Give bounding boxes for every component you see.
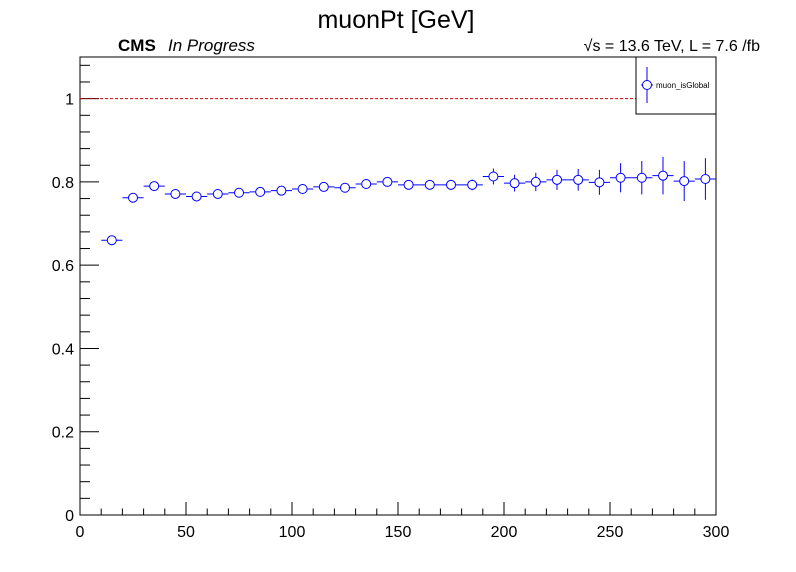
data-point [546,169,568,190]
x-tick-label: 300 [703,524,730,541]
data-point [461,179,483,191]
point-marker [700,173,711,184]
experiment-label: CMS [118,36,156,55]
data-point [122,192,144,203]
legend-label: muon_isGlobal [656,81,710,90]
data-point [631,161,653,195]
data-point [334,182,356,193]
data-point [376,176,398,187]
data-point [567,169,589,191]
point-marker [573,174,584,185]
legend: muon_isGlobal [635,56,717,115]
point-marker [552,174,562,185]
data-point [610,163,632,193]
point-marker [361,178,372,189]
point-marker [530,176,541,187]
data-point [292,183,314,194]
lumi-label: √s = 13.6 TeV, L = 7.6 /fb [584,38,760,55]
point-marker [318,181,329,192]
data-point [164,188,186,199]
point-marker [170,188,181,199]
point-marker [297,183,308,194]
y-tick-label: 0.6 [52,258,74,275]
point-marker [679,176,690,187]
point-marker [255,186,266,197]
point-marker [594,177,605,188]
point-marker [658,170,668,181]
data-point [270,185,292,196]
point-marker [382,176,393,187]
data-point [398,179,420,190]
point-marker [106,235,117,246]
point-marker [212,188,223,199]
data-point [694,158,716,200]
data-point [588,169,610,195]
data-point [652,156,674,195]
x-tick-label: 0 [76,524,85,541]
data-point [419,179,441,190]
point-marker [446,179,456,190]
lumi-rest: = 13.6 TeV, L = 7.6 /fb [600,38,760,55]
lumi-sqrt: √s [584,38,601,55]
x-tick-label: 150 [385,524,412,541]
data-point [504,174,526,192]
data-point [101,235,123,246]
point-marker [424,179,435,190]
data-point [143,181,165,192]
x-tick-label: 100 [279,524,306,541]
point-marker [467,179,478,190]
point-marker [488,171,499,182]
data-point [440,179,462,190]
plot-frame [79,56,717,516]
point-marker [276,185,287,196]
point-marker [340,182,350,193]
data-point [355,178,377,189]
point-marker [149,181,160,192]
data-point [207,188,229,199]
point-marker [636,172,647,183]
point-marker [234,187,244,198]
chart-title: muonPt [GeV] [317,6,474,34]
y-tick-label: 1 [65,92,74,109]
data-point [186,191,208,202]
point-marker [403,179,414,190]
x-tick-label: 250 [597,524,624,541]
point-marker [191,191,202,202]
data-point [482,168,504,185]
y-tick-label: 0.2 [52,425,74,442]
y-tick-label: 0.4 [52,341,74,358]
data-point [228,187,250,198]
data-point [673,161,695,202]
data-point [313,181,335,192]
data-point [525,172,547,192]
x-tick-label: 50 [177,524,195,541]
point-marker [615,172,626,183]
data-point [249,186,271,197]
y-tick-label: 0.8 [52,175,74,192]
point-marker [128,192,138,203]
legend-marker [642,80,652,90]
point-marker [509,178,520,189]
x-tick-label: 200 [491,524,518,541]
y-tick-label: 0 [65,508,74,525]
status-label: In Progress [168,36,255,55]
